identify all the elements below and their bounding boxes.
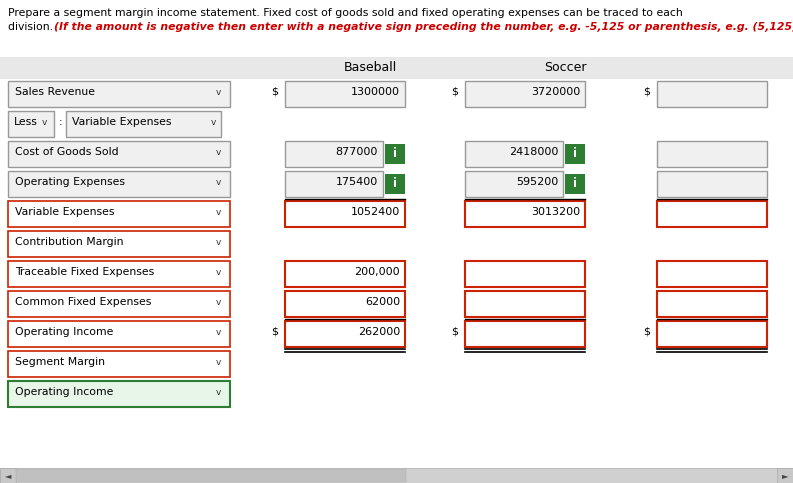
Bar — [285, 321, 405, 347]
Bar — [8, 111, 54, 137]
Text: v: v — [216, 178, 220, 187]
Text: v: v — [216, 88, 220, 97]
Bar — [385, 174, 405, 194]
Text: i: i — [393, 177, 397, 190]
Text: v: v — [216, 388, 220, 397]
Bar — [465, 261, 585, 287]
Text: 2418000: 2418000 — [508, 147, 558, 157]
Bar — [8, 351, 230, 377]
Bar — [465, 81, 585, 107]
Text: v: v — [216, 148, 220, 157]
Text: (If the amount is negative then enter with a negative sign preceding the number,: (If the amount is negative then enter wi… — [54, 22, 793, 32]
Bar — [657, 201, 767, 227]
Text: $: $ — [271, 87, 278, 97]
Text: Prepare a segment margin income statement. Fixed cost of goods sold and fixed op: Prepare a segment margin income statemen… — [8, 8, 683, 18]
Bar — [285, 261, 405, 287]
Text: Operating Income: Operating Income — [15, 387, 113, 397]
Text: Variable Expenses: Variable Expenses — [72, 117, 171, 127]
Bar — [565, 174, 585, 194]
Bar — [8, 291, 230, 317]
Bar — [8, 231, 230, 257]
Text: v: v — [216, 208, 220, 217]
Bar — [285, 141, 383, 167]
Bar — [465, 201, 585, 227]
Bar — [8, 321, 230, 347]
Text: Cost of Goods Sold: Cost of Goods Sold — [15, 147, 119, 157]
Text: v: v — [216, 268, 220, 277]
Bar — [0, 468, 16, 483]
Text: $: $ — [643, 327, 650, 337]
Text: Baseball: Baseball — [343, 61, 396, 74]
Text: v: v — [41, 118, 47, 127]
Text: v: v — [216, 358, 220, 367]
Bar — [657, 261, 767, 287]
Text: division.: division. — [8, 22, 56, 32]
Text: $: $ — [451, 87, 458, 97]
Bar — [0, 468, 793, 483]
Bar — [657, 171, 767, 197]
Text: Soccer: Soccer — [544, 61, 586, 74]
Bar — [285, 201, 405, 227]
Bar — [657, 81, 767, 107]
Text: 3720000: 3720000 — [531, 87, 580, 97]
Bar — [465, 291, 585, 317]
Text: 262000: 262000 — [358, 327, 400, 337]
Bar — [385, 144, 405, 164]
Text: Contribution Margin: Contribution Margin — [15, 237, 124, 247]
Text: i: i — [573, 147, 577, 160]
Bar — [657, 291, 767, 317]
Text: 1052400: 1052400 — [351, 207, 400, 217]
Text: 175400: 175400 — [335, 177, 378, 187]
Text: Common Fixed Expenses: Common Fixed Expenses — [15, 297, 151, 307]
Bar — [565, 144, 585, 164]
Text: 877000: 877000 — [335, 147, 378, 157]
Bar — [285, 171, 383, 197]
Bar — [465, 141, 563, 167]
Text: v: v — [216, 298, 220, 307]
Text: ◄: ◄ — [5, 471, 11, 480]
Bar — [8, 81, 230, 107]
Text: $: $ — [271, 327, 278, 337]
Text: v: v — [216, 238, 220, 247]
Bar — [0, 57, 793, 79]
Text: v: v — [216, 328, 220, 337]
Bar — [8, 171, 230, 197]
Bar — [285, 291, 405, 317]
Text: $: $ — [451, 327, 458, 337]
Bar — [657, 321, 767, 347]
Bar — [8, 201, 230, 227]
Text: 200,000: 200,000 — [354, 267, 400, 277]
Bar — [465, 321, 585, 347]
Bar — [66, 111, 221, 137]
Text: i: i — [393, 147, 397, 160]
Text: :: : — [59, 117, 63, 127]
Text: $: $ — [643, 87, 650, 97]
Bar — [465, 171, 563, 197]
Text: Segment Margin: Segment Margin — [15, 357, 105, 367]
Text: Sales Revenue: Sales Revenue — [15, 87, 95, 97]
Text: Operating Expenses: Operating Expenses — [15, 177, 125, 187]
Text: i: i — [573, 177, 577, 190]
Text: Variable Expenses: Variable Expenses — [15, 207, 114, 217]
Text: 62000: 62000 — [365, 297, 400, 307]
Text: Less: Less — [14, 117, 38, 127]
Text: 1300000: 1300000 — [351, 87, 400, 97]
Text: Operating Income: Operating Income — [15, 327, 113, 337]
Bar — [8, 381, 230, 407]
Bar — [285, 81, 405, 107]
Text: 595200: 595200 — [515, 177, 558, 187]
Text: v: v — [210, 118, 216, 127]
Text: Traceable Fixed Expenses: Traceable Fixed Expenses — [15, 267, 155, 277]
Bar — [657, 141, 767, 167]
Bar — [8, 141, 230, 167]
Text: ►: ► — [782, 471, 788, 480]
Bar — [777, 468, 793, 483]
Bar — [8, 261, 230, 287]
Text: 3013200: 3013200 — [531, 207, 580, 217]
Bar — [16, 469, 406, 482]
